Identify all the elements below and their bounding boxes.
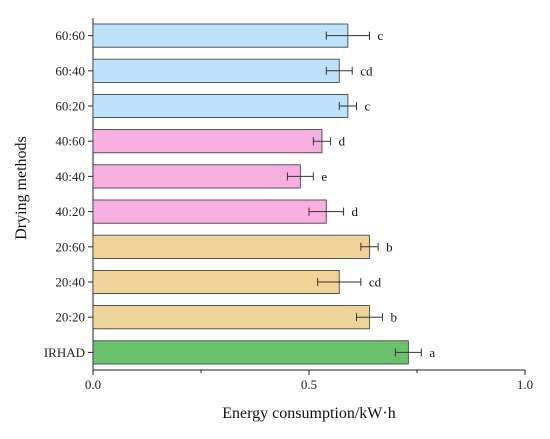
y-tick-label: 60:40	[55, 63, 85, 78]
plot-area: 0.0 0.5 1.0 60:60 c 60:40 cd 60:20 c 40:60 d 40:40 e…	[44, 18, 533, 392]
x-tick-label: 0.5	[301, 377, 317, 392]
bar	[92, 129, 323, 154]
significance-label: c	[365, 99, 371, 114]
x-tick-label: 1.0	[517, 377, 533, 392]
x-axis-title: Energy consumption/kW·h	[222, 405, 395, 422]
significance-label: e	[321, 169, 327, 184]
significance-label: d	[339, 134, 346, 149]
y-axis-title: Drying methods	[13, 136, 30, 240]
y-tick-label: IRHAD	[44, 345, 85, 360]
y-tick-label: 20:60	[55, 239, 85, 254]
bar	[92, 269, 340, 295]
x-tick-label: 0.0	[85, 377, 101, 392]
bar	[92, 305, 370, 330]
significance-label: b	[390, 310, 397, 325]
y-tick-label: 20:20	[55, 310, 85, 325]
significance-label: cd	[369, 275, 382, 290]
significance-label: d	[352, 204, 359, 219]
bar	[92, 199, 327, 224]
bar	[92, 58, 340, 83]
bar	[92, 234, 370, 259]
y-tick-label: 40:20	[55, 204, 85, 219]
bar	[92, 340, 409, 365]
y-tick-label: 40:40	[55, 169, 85, 184]
significance-label: cd	[360, 63, 373, 78]
y-tick-label: 60:20	[55, 99, 85, 114]
significance-label: b	[386, 239, 393, 254]
bar	[92, 23, 349, 48]
bar	[92, 164, 301, 189]
significance-label: a	[429, 345, 435, 360]
y-tick-label: 40:60	[55, 134, 85, 149]
bar	[92, 93, 349, 119]
significance-label: c	[377, 28, 383, 43]
y-tick-label: 60:60	[55, 28, 85, 43]
y-tick-label: 20:40	[55, 275, 85, 290]
